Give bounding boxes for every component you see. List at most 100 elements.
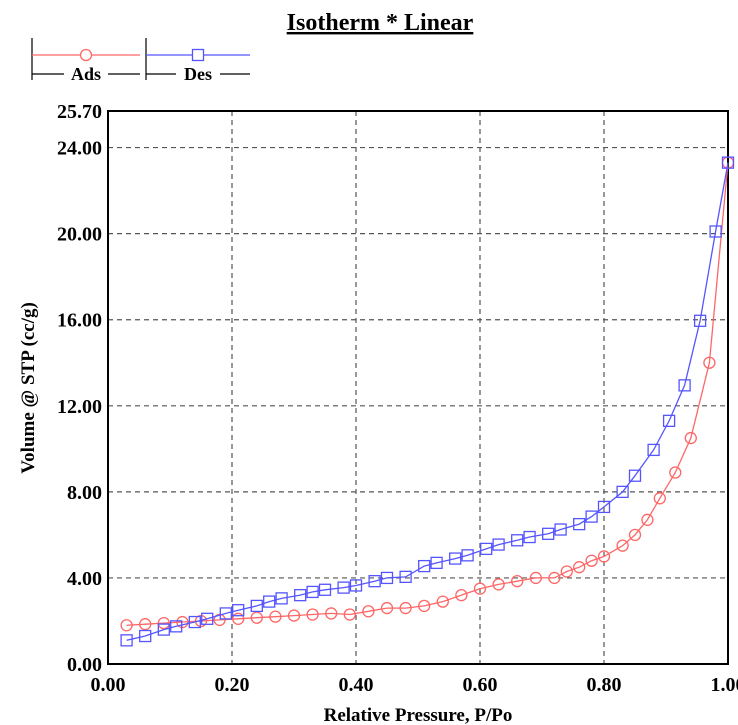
data-point-des <box>399 570 412 584</box>
data-point-ads <box>641 513 654 526</box>
data-point-ads <box>597 550 611 563</box>
grid-lines <box>108 111 728 664</box>
series-line-ads <box>126 162 729 626</box>
data-point-ads <box>703 356 716 369</box>
data-point-ads <box>511 575 524 588</box>
data-point-ads <box>232 612 245 625</box>
data-point-des <box>380 571 394 585</box>
data-point-ads <box>473 582 487 595</box>
x-tick-label: 0.00 <box>91 674 126 696</box>
data-point-ads <box>669 466 682 479</box>
data-point-des <box>139 629 152 643</box>
data-point-des <box>461 549 474 562</box>
data-point-ads <box>628 528 642 542</box>
data-point-des <box>188 615 201 629</box>
data-point-des <box>523 530 536 544</box>
data-point-ads <box>573 561 586 574</box>
data-point-des <box>120 634 133 647</box>
data-point-des <box>721 156 735 169</box>
y-tick-label: 0.00 <box>67 654 102 676</box>
y-tick-label: 16.00 <box>57 310 102 332</box>
series-ads <box>120 156 735 632</box>
y-tick-label: 4.00 <box>67 568 102 590</box>
data-point-des <box>418 559 431 573</box>
data-point-ads <box>157 616 170 630</box>
series-layer <box>120 156 735 647</box>
data-point-ads <box>436 595 449 608</box>
x-axis-ticks: 0.00 0.20 0.40 0.60 0.80 1.00 <box>91 674 738 696</box>
data-point-ads <box>287 609 301 622</box>
x-tick-label: 0.40 <box>339 674 374 696</box>
data-point-des <box>368 575 381 588</box>
data-point-des <box>250 599 263 613</box>
data-point-des <box>294 588 307 602</box>
data-point-des <box>201 612 214 625</box>
data-point-des <box>449 552 462 565</box>
data-point-des <box>554 523 567 536</box>
data-point-ads <box>120 619 133 632</box>
data-point-ads <box>139 618 152 631</box>
plot-frame <box>107 110 729 665</box>
data-point-des <box>480 542 493 556</box>
x-tick-label: 0.20 <box>215 674 250 696</box>
legend-entry-ads: Ads <box>31 38 140 84</box>
series-des <box>120 156 735 647</box>
data-point-des <box>170 620 183 633</box>
data-point-ads <box>492 578 505 591</box>
data-point-des <box>709 225 722 238</box>
data-point-ads <box>176 615 189 629</box>
data-point-ads <box>418 599 431 613</box>
y-tick-label: 25.70 <box>57 101 102 123</box>
data-point-ads <box>548 571 561 585</box>
data-point-ads <box>399 601 412 615</box>
data-point-ads <box>325 607 338 620</box>
data-point-des <box>263 595 276 608</box>
legend-marker-square <box>191 48 205 62</box>
data-point-ads <box>306 608 319 621</box>
data-point-ads <box>343 608 356 621</box>
data-point-des <box>430 556 443 570</box>
data-point-ads <box>455 588 468 602</box>
data-point-ads <box>380 601 394 615</box>
data-point-ads <box>616 539 629 552</box>
data-point-des <box>585 510 598 523</box>
data-point-des <box>337 581 350 594</box>
data-point-ads <box>560 565 573 578</box>
legend-entry-des: Des <box>145 38 250 84</box>
series-line-des <box>126 162 729 641</box>
y-tick-label: 20.00 <box>57 224 102 246</box>
y-axis-ticks: 0.00 4.00 8.00 12.00 16.00 20.00 24.00 25.70 <box>57 101 102 676</box>
x-tick-label: 0.60 <box>463 674 498 696</box>
x-axis-label: Relative Pressure, P/Po <box>324 705 513 725</box>
data-point-des <box>232 604 245 617</box>
data-point-ads <box>213 613 226 627</box>
legend-label: Ads <box>71 64 101 84</box>
data-point-des <box>349 579 363 592</box>
data-point-des <box>306 585 319 599</box>
data-point-des <box>542 527 555 540</box>
data-point-ads <box>653 492 666 505</box>
data-point-ads <box>684 431 697 445</box>
data-point-des <box>678 379 691 392</box>
y-tick-label: 8.00 <box>67 482 102 504</box>
data-point-des <box>511 534 524 547</box>
data-point-ads <box>529 571 542 585</box>
data-point-des <box>275 592 288 605</box>
y-tick-label: 24.00 <box>57 138 102 160</box>
data-point-des <box>693 314 707 327</box>
data-point-des <box>616 485 629 499</box>
y-tick-label: 12.00 <box>57 396 102 418</box>
legend-marker-circle <box>79 48 93 62</box>
data-point-ads <box>194 614 208 628</box>
data-point-ads <box>250 611 263 624</box>
data-point-ads <box>269 610 282 623</box>
chart-title: Isotherm * Linear <box>287 10 474 36</box>
data-point-des <box>628 469 642 482</box>
legend: Ads Des <box>31 38 250 84</box>
legend-label: Des <box>184 64 212 84</box>
data-point-des <box>318 583 332 596</box>
data-point-des <box>219 607 232 620</box>
data-point-des <box>492 538 505 551</box>
data-point-des <box>647 443 660 457</box>
